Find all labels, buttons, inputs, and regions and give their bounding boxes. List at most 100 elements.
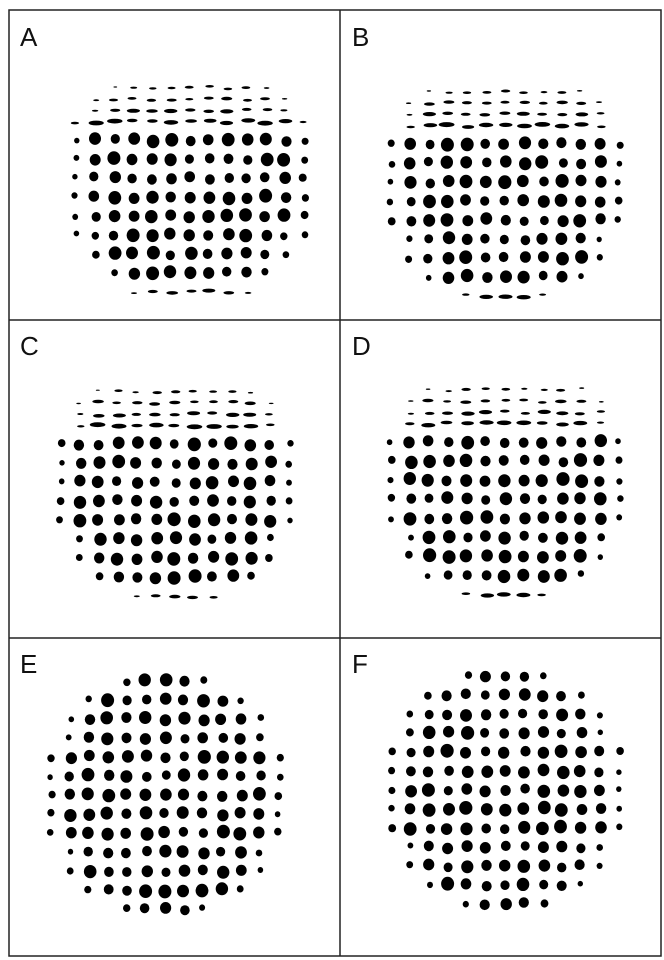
dot (405, 785, 417, 797)
dot (66, 827, 77, 838)
dot (537, 594, 546, 597)
dot (168, 512, 181, 526)
dot (500, 155, 512, 167)
dot (556, 411, 568, 415)
dot (480, 842, 491, 854)
dot (47, 829, 54, 836)
dot (159, 845, 171, 858)
dot (185, 247, 198, 260)
dot (102, 789, 115, 802)
dot (179, 865, 191, 877)
dot (260, 133, 272, 146)
dot (442, 476, 452, 487)
dot (160, 673, 173, 686)
dot (462, 125, 474, 129)
dot (425, 494, 434, 503)
dot (151, 532, 163, 544)
dot (521, 388, 527, 390)
dot (301, 157, 308, 164)
dot (519, 399, 528, 402)
dot (500, 709, 509, 719)
dot (151, 594, 161, 597)
dot (479, 123, 493, 127)
dot (422, 474, 434, 487)
dot (539, 294, 546, 296)
dot (74, 475, 85, 487)
dot (94, 553, 104, 564)
dot (578, 273, 584, 279)
dot (520, 672, 529, 682)
dot (168, 424, 179, 427)
dot (479, 113, 490, 116)
dot (171, 390, 180, 393)
dot (187, 424, 203, 429)
dot (263, 108, 273, 111)
dot (480, 436, 490, 446)
dot (444, 437, 453, 447)
dot (517, 569, 529, 582)
dot (441, 156, 453, 169)
dot (235, 751, 247, 763)
dot (407, 114, 413, 116)
dot (265, 456, 277, 468)
dot (180, 905, 190, 915)
dot (129, 268, 140, 280)
dot (520, 531, 529, 541)
dot (205, 153, 215, 163)
dot (131, 534, 142, 546)
dot (576, 159, 586, 170)
dot (460, 474, 472, 487)
dot (129, 193, 140, 204)
dot (130, 87, 137, 89)
dot (239, 208, 252, 221)
dot (388, 477, 394, 483)
dot (188, 515, 201, 528)
dot (160, 732, 172, 745)
dot (248, 392, 253, 394)
dot (481, 766, 493, 778)
dot (481, 803, 493, 815)
dot (575, 250, 588, 264)
dot (92, 476, 104, 488)
dot (221, 248, 232, 260)
dot (260, 250, 269, 259)
dot (597, 237, 602, 243)
dot (498, 747, 509, 759)
dot (442, 710, 452, 720)
dot (426, 275, 432, 281)
dot (388, 217, 396, 225)
dot (446, 390, 452, 392)
dot (74, 155, 80, 161)
dot (596, 844, 603, 851)
dot (89, 132, 101, 145)
dot (253, 827, 264, 839)
dot (598, 554, 603, 560)
dot (83, 809, 95, 821)
dot (463, 901, 469, 908)
dot (407, 711, 414, 718)
dot (112, 494, 122, 505)
dot (539, 455, 550, 466)
dot (260, 97, 270, 100)
dot (197, 732, 208, 743)
dot (147, 99, 156, 102)
dot (480, 456, 490, 467)
dot (520, 251, 531, 263)
dot (538, 785, 551, 798)
dot (480, 420, 494, 424)
dot (465, 671, 472, 679)
dot (443, 530, 456, 543)
dot (404, 176, 416, 189)
dot (481, 824, 491, 834)
dot (215, 714, 226, 725)
dot (246, 458, 258, 471)
dot (286, 480, 292, 486)
dot (132, 413, 141, 416)
dot (443, 100, 454, 103)
dot (208, 513, 220, 526)
dot (128, 97, 137, 100)
dot (518, 766, 530, 778)
dot (279, 172, 291, 184)
dot (520, 101, 530, 104)
dot (113, 532, 124, 544)
